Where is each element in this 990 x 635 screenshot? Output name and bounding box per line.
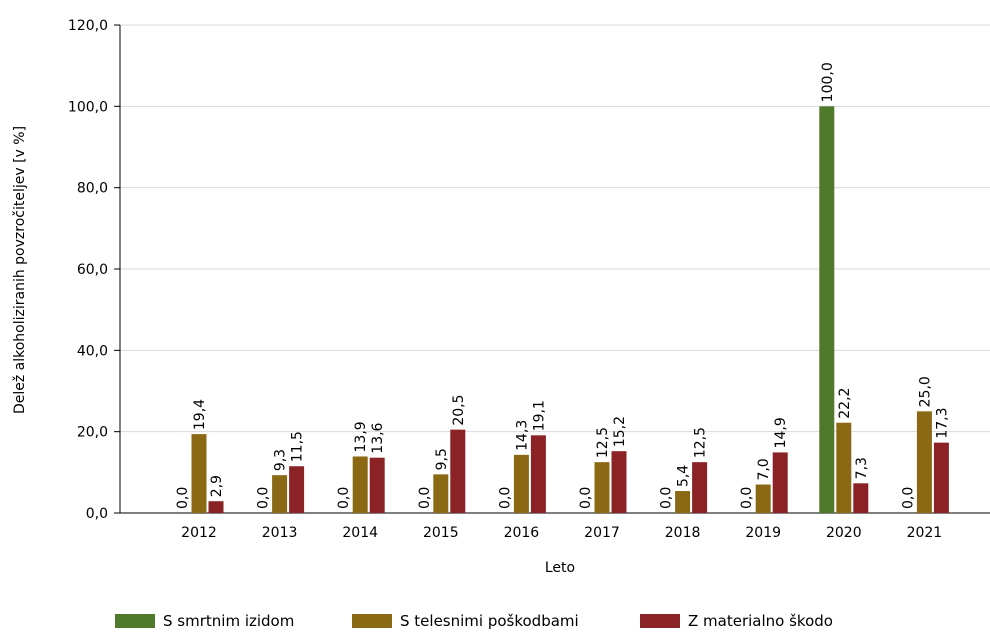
data-label: 0,0 <box>497 487 513 509</box>
y-tick-label: 80,0 <box>77 181 108 197</box>
bar-2019-2 <box>755 484 771 513</box>
x-axis-title: Leto <box>545 560 575 576</box>
legend-swatch <box>640 614 680 628</box>
data-label: 7,0 <box>756 458 772 480</box>
y-tick-label: 0,0 <box>86 506 108 522</box>
bar-2017-2 <box>594 462 610 513</box>
data-label: 17,3 <box>934 407 950 438</box>
gridlines <box>120 24 990 433</box>
bar-2018-2 <box>675 491 691 513</box>
data-labels: 0,019,42,90,09,3 11,50,013,9 13,60,09,520,… <box>175 62 950 509</box>
y-tick-label: 120,0 <box>68 18 108 34</box>
data-label: 0,0 <box>578 487 594 509</box>
bar-2015-2 <box>433 474 449 513</box>
data-label: 14,3 <box>514 420 530 451</box>
data-label: 0,0 <box>417 487 433 509</box>
y-axis-title: Delež alkoholiziranih povzročiteljev [v … <box>12 126 28 414</box>
bar-2012-3 <box>208 501 224 513</box>
y-tick-label: 60,0 <box>77 262 108 278</box>
x-tick-label: 2020 <box>826 525 862 541</box>
data-label: 0,0 <box>739 487 755 509</box>
bar-2014-2 <box>352 456 368 513</box>
y-tick-label: 20,0 <box>77 425 108 441</box>
data-label: 12,5 <box>693 427 709 458</box>
data-label: 20,5 <box>451 394 467 425</box>
legend-swatch <box>115 614 155 628</box>
data-label: 0,0 <box>900 487 916 509</box>
y-tick-label: 100,0 <box>68 99 108 115</box>
data-label: 15,2 <box>612 416 628 447</box>
data-label: 5,4 <box>676 465 692 487</box>
legend-item: S smrtnim izidom <box>115 612 294 630</box>
x-tick-label: 2015 <box>423 525 459 541</box>
legend-label: S telesnimi poškodbami <box>400 612 579 630</box>
bar-2019-3 <box>772 452 788 513</box>
legend-item: S telesnimi poškodbami <box>352 612 579 630</box>
x-tick-label: 2014 <box>342 525 378 541</box>
data-label: 0,0 <box>336 487 352 509</box>
x-tick-label: 2017 <box>584 525 620 541</box>
x-tick-label: 2012 <box>181 525 217 541</box>
data-label: 13,9 <box>353 421 369 452</box>
data-label: 9,3 <box>273 449 289 471</box>
data-label: 13,6 <box>370 422 386 453</box>
bar-2014-3 <box>369 457 385 513</box>
x-tick-label: 2018 <box>665 525 701 541</box>
data-label: 12,5 <box>595 427 611 458</box>
bar-chart: 0,0 20,0 40,0 60,0 80,0 100,0 120,0 2012 2013 201… <box>12 18 990 576</box>
data-label: 0,0 <box>175 487 191 509</box>
data-label: 19,4 <box>192 399 208 430</box>
x-tick-label: 2013 <box>262 525 298 541</box>
data-label: 100,0 <box>820 62 836 102</box>
legend-label: Z materialno škodo <box>688 612 833 630</box>
x-tick-label: 2016 <box>504 525 540 541</box>
axes: 0,0 20,0 40,0 60,0 80,0 100,0 120,0 2012 2013 201… <box>68 18 990 541</box>
data-label: 7,3 <box>854 457 870 479</box>
bar-2020-3 <box>853 483 869 513</box>
bar-2013-2 <box>272 475 288 513</box>
bar-2015-3 <box>450 429 466 513</box>
x-tick-label: 2019 <box>745 525 781 541</box>
x-tick-label: 2021 <box>907 525 943 541</box>
bar-2020-2 <box>836 422 852 513</box>
legend-item: Z materialno škodo <box>640 612 833 630</box>
bar-2016-2 <box>513 454 529 513</box>
data-label: 11,5 <box>290 431 306 462</box>
bar-2021-3 <box>933 442 949 513</box>
data-label: 22,2 <box>837 388 853 419</box>
y-tick-label: 40,0 <box>77 343 108 359</box>
bar-2018-3 <box>692 462 708 513</box>
bar-2012-2 <box>191 434 207 513</box>
bars <box>191 106 949 513</box>
data-label: 0,0 <box>659 487 675 509</box>
data-label: 0,0 <box>256 487 272 509</box>
legend-swatch <box>352 614 392 628</box>
data-label: 19,1 <box>531 400 547 431</box>
legend: S smrtnim izidom S telesnimi poškodbami Z … <box>0 612 990 634</box>
data-label: 14,9 <box>773 417 789 448</box>
bar-2021-2 <box>916 411 932 513</box>
bar-2013-3 <box>289 466 305 513</box>
bar-2020-1 <box>819 106 835 513</box>
bar-2016-3 <box>530 435 546 513</box>
data-label: 25,0 <box>917 376 933 407</box>
data-label: 9,5 <box>434 448 450 470</box>
legend-label: S smrtnim izidom <box>163 612 295 630</box>
bar-2017-3 <box>611 451 627 513</box>
data-label: 2,9 <box>209 475 225 497</box>
